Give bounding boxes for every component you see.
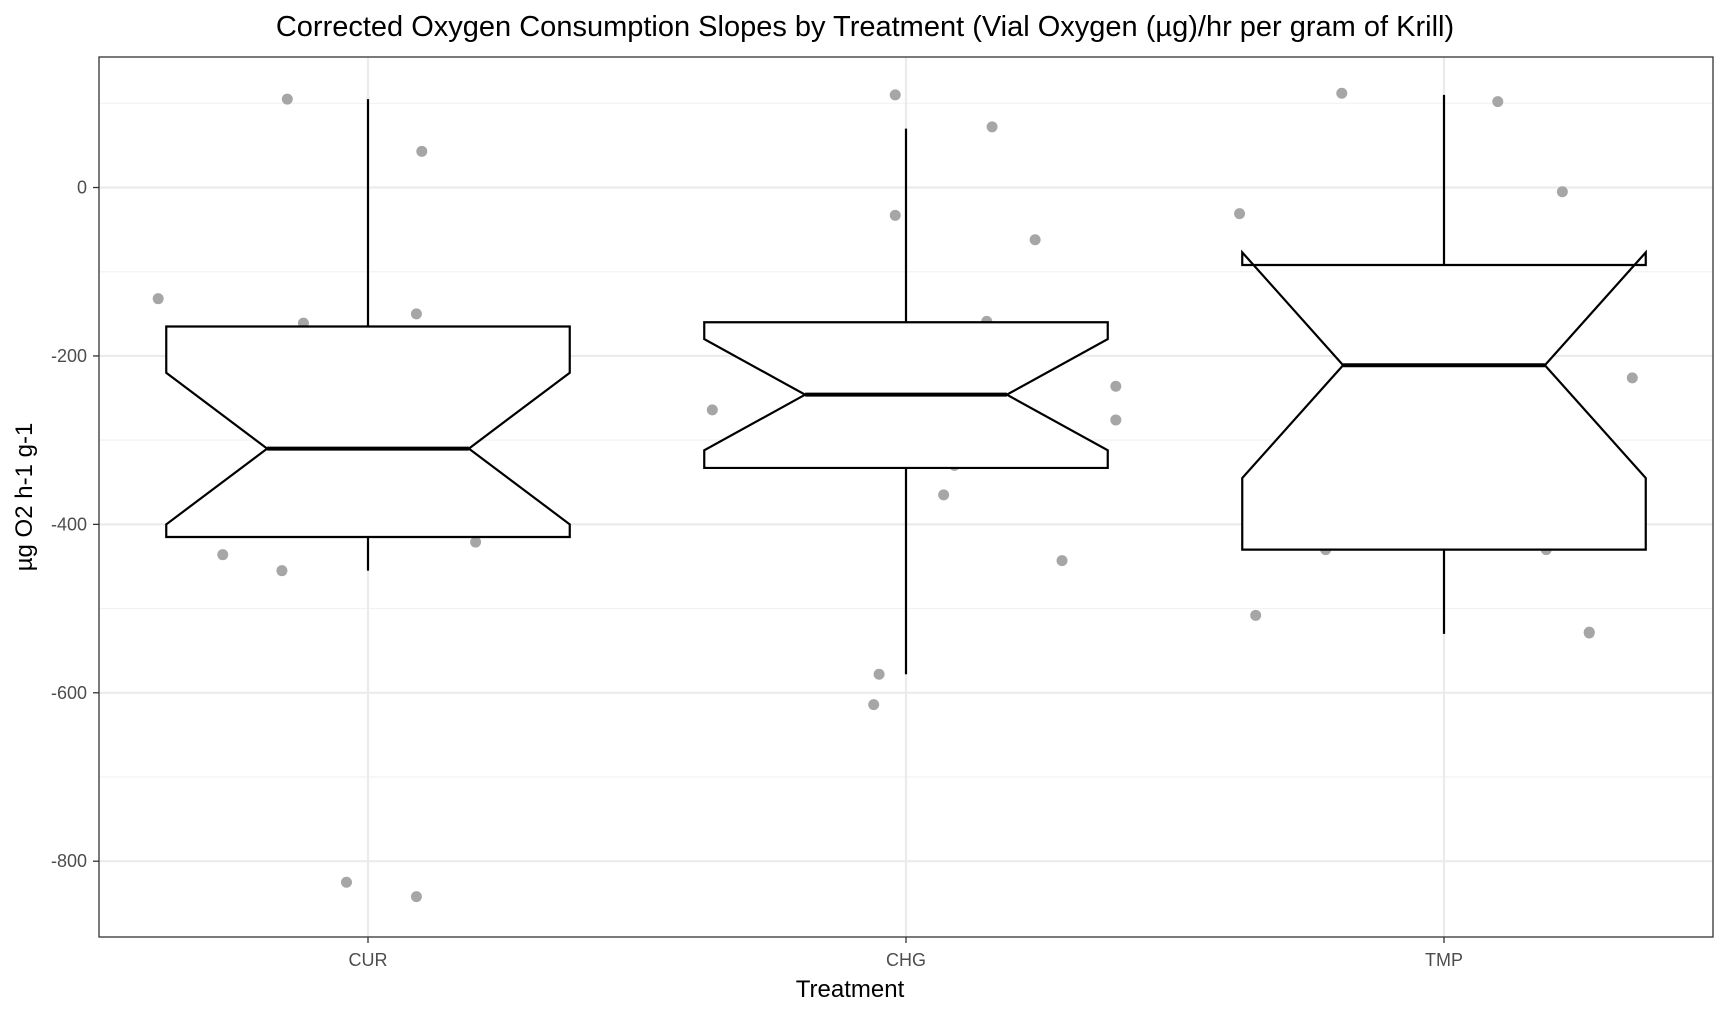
y-tick-label: -600 — [51, 683, 87, 703]
data-point-tmp — [1336, 87, 1348, 99]
data-point-chg — [1110, 414, 1122, 426]
data-point-chg — [1029, 234, 1041, 246]
chart-title: Corrected Oxygen Consumption Slopes by T… — [276, 11, 1454, 43]
data-point-cur — [470, 536, 482, 548]
data-point-tmp — [1250, 609, 1262, 621]
box-tmp — [1241, 94, 1647, 634]
box-chg — [703, 128, 1109, 675]
data-point-chg — [706, 404, 718, 416]
x-tick-label-chg: CHG — [886, 950, 926, 970]
data-point-chg — [889, 209, 901, 221]
data-point-chg — [868, 699, 880, 711]
x-tick-label-tmp: TMP — [1425, 950, 1463, 970]
data-point-chg — [889, 89, 901, 101]
data-point-tmp — [1234, 208, 1246, 220]
y-tick-label: -800 — [51, 851, 87, 871]
y-tick-label: -400 — [51, 514, 87, 534]
x-tick-label-cur: CUR — [349, 950, 388, 970]
y-axis: 0 -200 -400 -600 -800 — [51, 178, 99, 871]
data-point-tmp — [1583, 627, 1595, 639]
data-point-tmp — [1626, 372, 1638, 384]
data-point-cur — [276, 565, 288, 577]
data-point-cur — [340, 876, 352, 888]
data-point-chg — [1110, 380, 1122, 392]
data-point-tmp — [1556, 186, 1568, 198]
data-point-chg — [873, 668, 885, 680]
data-point-chg — [1056, 555, 1068, 567]
data-point-cur — [152, 293, 164, 305]
data-point-cur — [410, 308, 422, 320]
x-axis: CUR CHG TMP — [349, 937, 1463, 970]
y-tick-label: -200 — [51, 346, 87, 366]
data-point-chg — [938, 489, 950, 501]
data-point-cur — [217, 549, 229, 561]
notched-box — [1241, 249, 1647, 551]
data-point-chg — [986, 121, 998, 133]
data-point-cur — [416, 145, 428, 157]
y-tick-label: 0 — [77, 178, 87, 198]
x-axis-title: Treatment — [796, 976, 905, 1003]
y-axis-title: µg O2 h-1 g-1 — [11, 423, 38, 572]
notched-box — [165, 325, 571, 539]
data-point-cur — [410, 891, 422, 903]
data-point-tmp — [1492, 96, 1504, 108]
box-plots — [165, 94, 1647, 675]
data-point-cur — [281, 93, 293, 105]
box-cur — [165, 99, 571, 571]
